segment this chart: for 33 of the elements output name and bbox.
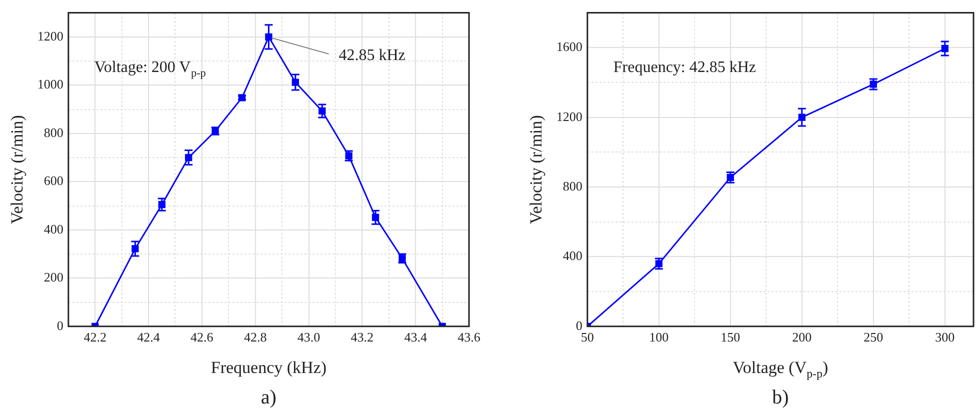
- annotation: 42.85 kHz: [338, 47, 406, 64]
- x-tick-label: 50: [580, 330, 594, 345]
- x-tick-label: 43.2: [350, 330, 374, 345]
- x-tick-label: 300: [935, 330, 955, 345]
- annotation: Frequency: 42.85 kHz: [613, 59, 756, 76]
- x-tick-label: 100: [649, 330, 669, 345]
- y-tick-label: 800: [562, 178, 582, 194]
- x-tick-label: 43.4: [404, 330, 428, 345]
- x-tick-label: 150: [720, 330, 740, 345]
- y-tick-label: 600: [44, 173, 64, 188]
- y-tick-label: 1000: [37, 76, 64, 92]
- y-tick-label: 1600: [556, 39, 582, 54]
- y-tick-label: 1200: [556, 108, 582, 124]
- x-axis-title: Frequency (kHz): [210, 358, 327, 377]
- y-axis-title: Velocity (r/min): [526, 115, 546, 224]
- x-tick-label: 42.8: [244, 330, 267, 345]
- y-tick-label: 0: [56, 318, 64, 333]
- y-tick-label: 400: [44, 221, 64, 236]
- y-tick-label: 800: [44, 124, 64, 140]
- x-tick-label: 42.2: [84, 330, 106, 345]
- y-tick-label: 400: [562, 248, 582, 264]
- text: b): [772, 386, 789, 409]
- y-tick-label: 200: [44, 270, 64, 285]
- y-tick-label: 1200: [37, 28, 64, 44]
- x-tick-label: 43.6: [458, 330, 481, 345]
- y-tick-label: 0: [576, 318, 582, 333]
- text: a): [260, 386, 276, 409]
- x-tick-label: 43.0: [297, 330, 320, 345]
- y-axis-title: Velocity (r/min): [8, 115, 27, 224]
- x-tick-label: 42.4: [137, 330, 160, 345]
- x-tick-label: 250: [864, 330, 884, 345]
- x-tick-label: 42.6: [190, 330, 214, 345]
- x-tick-label: 200: [792, 330, 812, 345]
